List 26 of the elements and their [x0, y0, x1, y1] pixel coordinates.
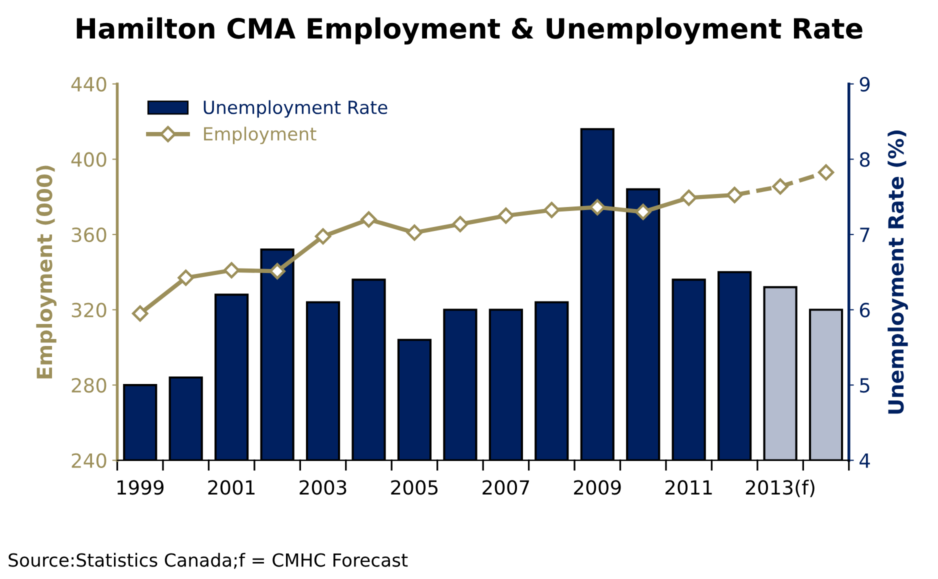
y-tick-label: 440	[71, 76, 106, 92]
legend-label: Employment	[204, 126, 316, 144]
y2-tick-label: 7	[860, 228, 870, 242]
y-axis-title: Employment (000)	[36, 166, 57, 378]
x-tick-label: 2005	[391, 480, 438, 495]
y2-tick-label: 6	[860, 302, 870, 318]
source-note: Source:Statistics Canada;f = CMHC Forecast	[8, 552, 408, 569]
y-tick-label: 280	[72, 378, 106, 393]
x-tick-label: 2001	[208, 480, 255, 495]
y2-tick-label: 5	[860, 378, 870, 393]
y-tick-label: 360	[72, 227, 106, 242]
y-tick-label: 400	[71, 152, 106, 167]
y2-tick-label: 9	[860, 76, 870, 92]
x-tick-label: 2011	[666, 480, 712, 495]
x-tick-label: 2003	[300, 480, 346, 495]
y-tick-label: 240	[72, 453, 106, 468]
y2-axis-title: Unemployment Rate (%)	[888, 130, 908, 414]
x-tick-label: 1999	[118, 480, 164, 495]
chart-title: Hamilton CMA Employment & Unemployment Rate	[76, 17, 862, 44]
y2-tick-label: 4	[860, 454, 870, 468]
x-tick-label: 2007	[482, 480, 530, 495]
y-tick-label: 320	[72, 302, 106, 318]
x-tick-label: 2009	[574, 480, 621, 495]
x-tick-label: 2013(f)	[746, 480, 814, 498]
legend-label: Unemployment Rate	[204, 100, 388, 118]
y2-tick-label: 8	[860, 152, 870, 167]
